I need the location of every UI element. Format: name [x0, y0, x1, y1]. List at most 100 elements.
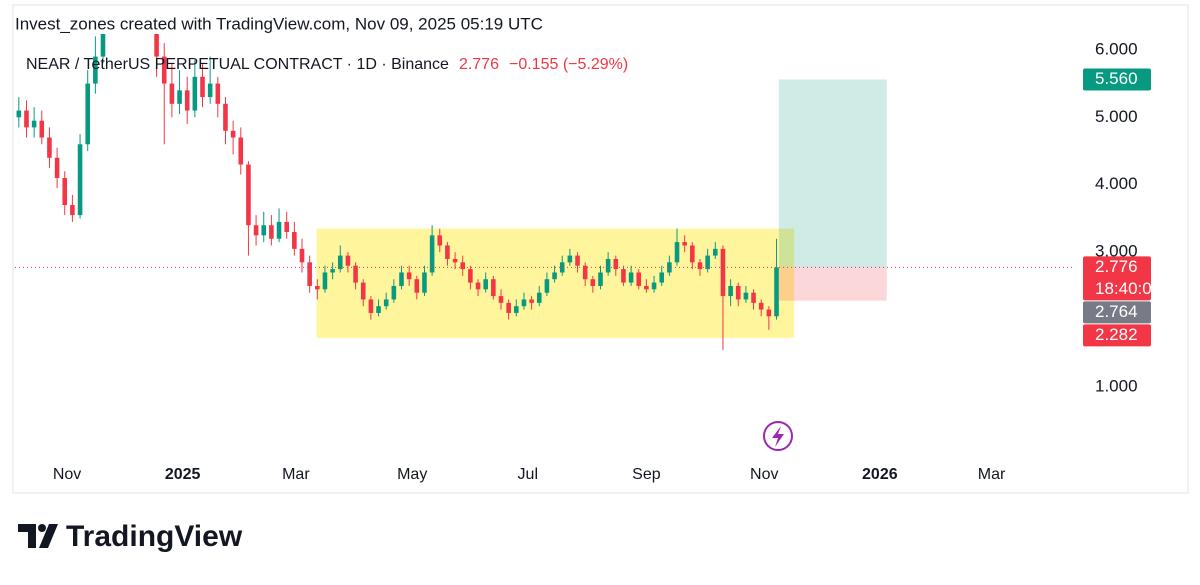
y-tick-label: 1.000 — [1095, 377, 1138, 396]
candle-body — [452, 258, 458, 263]
candle-body — [667, 262, 672, 273]
x-tick-label: Nov — [53, 466, 81, 483]
y-tick-label: 6.000 — [1095, 39, 1138, 58]
candle-body — [345, 255, 351, 266]
symbol-title: NEAR / TetherUS PERPETUAL CONTRACT · 1D … — [26, 56, 449, 73]
candle-body — [475, 282, 481, 290]
candle-body — [468, 269, 473, 283]
y-tick-label: 3.000 — [1095, 242, 1138, 261]
candle-body — [360, 282, 366, 300]
candle-body — [54, 157, 60, 179]
candle-body — [613, 258, 619, 270]
candle-body — [636, 272, 642, 286]
range-box — [316, 228, 795, 338]
candle-body — [628, 272, 634, 283]
candle-body — [690, 245, 695, 263]
logo-dot — [38, 524, 46, 532]
candle-body — [445, 245, 450, 259]
candle-body — [315, 285, 320, 290]
candle-body — [93, 56, 98, 84]
candle-body — [605, 258, 611, 273]
candle-body — [590, 279, 596, 286]
x-tick-label: Mar — [282, 466, 310, 483]
candle-body — [735, 285, 741, 300]
x-tick-label: 2025 — [165, 466, 201, 483]
attribution: Invest_zones created with TradingView.co… — [15, 14, 543, 33]
candle-body — [269, 225, 274, 239]
candle-body — [720, 248, 726, 297]
alert-circle[interactable] — [763, 421, 793, 451]
candle-body — [567, 255, 573, 263]
candle-body — [536, 292, 542, 303]
candle-body — [705, 255, 710, 270]
candle-body — [751, 292, 756, 303]
candle-body — [598, 272, 603, 286]
candle-body — [322, 272, 328, 290]
candle-body — [406, 272, 412, 280]
candle-body — [62, 178, 68, 205]
candle-body — [506, 302, 511, 313]
candle-body — [621, 269, 626, 283]
candle-body — [766, 309, 772, 317]
candle-body — [223, 103, 228, 131]
legend: NEAR / TetherUS PERPETUAL CONTRACT · 1D … — [26, 56, 628, 73]
candle-body — [70, 205, 75, 216]
candle-body — [422, 272, 427, 293]
candle-body — [276, 221, 282, 239]
candle-body — [575, 255, 580, 266]
candle-body — [261, 225, 267, 236]
logo-mark — [18, 524, 36, 548]
logo-slash — [39, 524, 58, 548]
candle-body — [238, 137, 244, 165]
candle-body — [47, 137, 52, 158]
price-label-box — [1083, 68, 1151, 91]
chart-frame — [12, 4, 1189, 494]
candle-body — [529, 299, 534, 303]
alert-icon[interactable] — [763, 421, 793, 451]
last-price: 2.776 — [459, 56, 499, 73]
candle-body — [552, 272, 557, 280]
candle-body — [368, 299, 374, 313]
candle-body — [697, 262, 703, 270]
candle-body — [712, 248, 718, 256]
candle-body — [253, 225, 259, 236]
candle-body — [651, 282, 657, 290]
alert-bolt[interactable] — [772, 426, 784, 447]
candle-body — [429, 235, 435, 273]
candle-body — [284, 221, 289, 232]
candle-body — [200, 76, 205, 98]
candle-body — [24, 110, 29, 128]
plot-area — [16, 34, 887, 351]
price-label: 2.776 — [1095, 257, 1138, 276]
candle-body — [169, 83, 175, 104]
candle-body — [31, 120, 37, 128]
y-tick-label: 5.000 — [1095, 107, 1138, 126]
price-label: 5.560 — [1095, 69, 1138, 88]
candle-body — [246, 164, 251, 226]
candle-body — [161, 56, 167, 84]
candle-body — [483, 279, 488, 290]
candle-body — [184, 90, 190, 111]
loss-zone — [778, 267, 887, 301]
candle-body — [674, 242, 680, 263]
brand-name: TradingView — [66, 520, 243, 553]
candle-body — [85, 83, 91, 145]
candle-body — [77, 144, 83, 216]
candle-body — [774, 267, 779, 317]
candle-body — [192, 76, 198, 111]
candle-body — [682, 242, 687, 246]
candle-body — [230, 130, 236, 138]
candle-body — [353, 265, 358, 283]
price-label-countdown: 18:40:03 — [1095, 279, 1161, 298]
candle-body — [16, 110, 22, 118]
candle-body — [154, 34, 159, 57]
candle-body — [292, 231, 297, 249]
candle-body — [758, 302, 764, 310]
candle-body — [559, 262, 565, 273]
candle-body — [391, 285, 397, 300]
x-tick-label: Sep — [632, 466, 661, 483]
price-label: 2.764 — [1095, 302, 1138, 321]
candle-body — [215, 83, 221, 104]
candle-body — [299, 248, 305, 263]
x-tick-label: Mar — [978, 466, 1006, 483]
